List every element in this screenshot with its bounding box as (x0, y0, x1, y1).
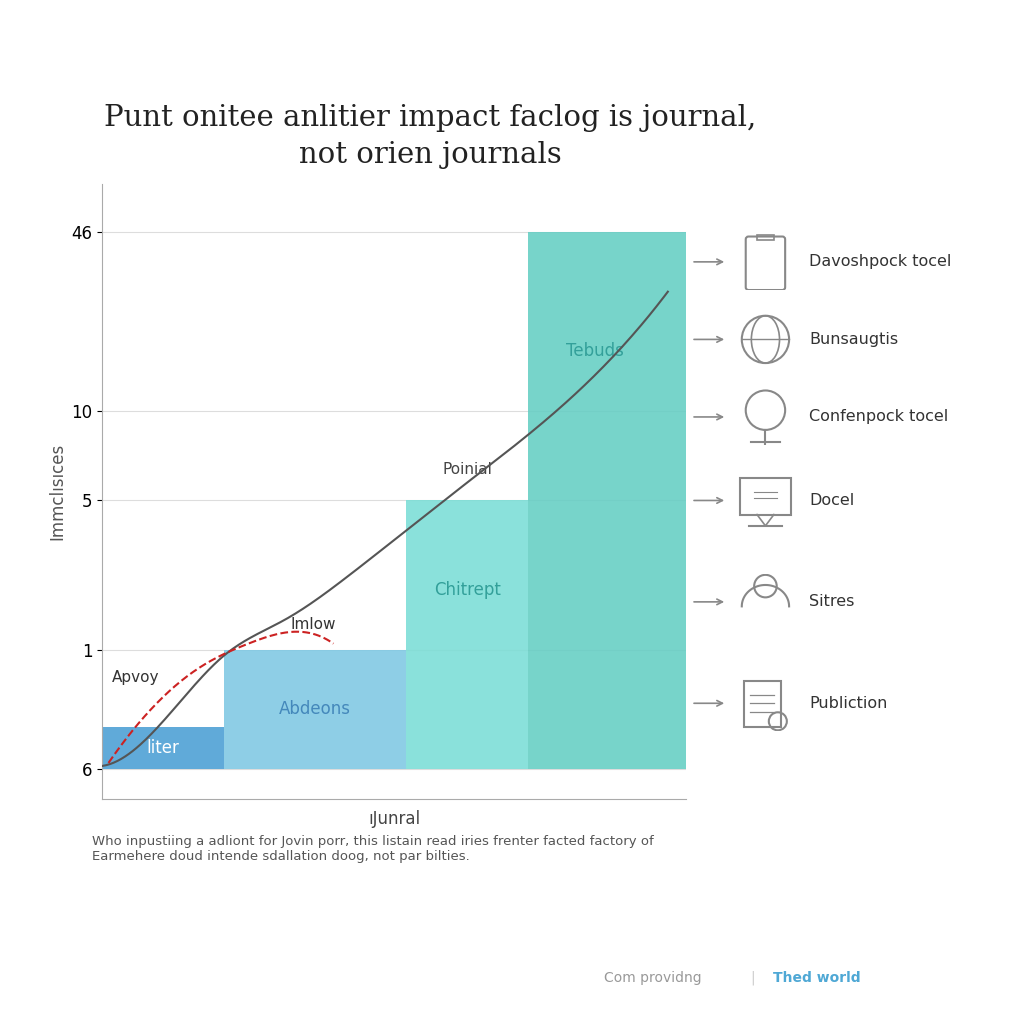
Text: Punt onitee anlitier impact faclog is journal,: Punt onitee anlitier impact faclog is jo… (104, 104, 756, 132)
Bar (744, 681, 780, 727)
Bar (757, 234, 774, 241)
Text: Thed world: Thed world (773, 971, 861, 985)
Text: Imlow: Imlow (291, 616, 336, 632)
Text: Apvoy: Apvoy (113, 671, 160, 685)
Text: Tebuds: Tebuds (566, 342, 624, 360)
Text: not orien journals: not orien journals (299, 141, 561, 169)
X-axis label: ıJunral: ıJunral (369, 810, 420, 827)
Text: Sitres: Sitres (809, 594, 854, 609)
Text: Bunsaugtis: Bunsaugtis (809, 332, 898, 347)
Text: |: | (751, 971, 755, 985)
Text: Abdeons: Abdeons (280, 700, 351, 718)
Bar (102, 727, 224, 769)
Text: Com providng: Com providng (604, 971, 701, 985)
Y-axis label: Immclısıces: Immclısıces (48, 443, 66, 540)
Text: Publiction: Publiction (809, 695, 888, 711)
Text: liter: liter (146, 739, 179, 757)
Bar (528, 232, 686, 769)
Text: Davoshpock tocel: Davoshpock tocel (809, 254, 951, 269)
Bar (224, 649, 407, 769)
Text: Poinial: Poinial (442, 462, 493, 476)
Bar (407, 501, 528, 769)
Text: Who inpustiing a adliont for Jovin porr, this listain read iries frenter facted : Who inpustiing a adliont for Jovin porr,… (92, 835, 654, 862)
Text: Confenpock tocel: Confenpock tocel (809, 410, 948, 425)
Bar (740, 478, 791, 514)
Text: Docel: Docel (809, 493, 854, 508)
Text: Chitrept: Chitrept (434, 581, 501, 599)
